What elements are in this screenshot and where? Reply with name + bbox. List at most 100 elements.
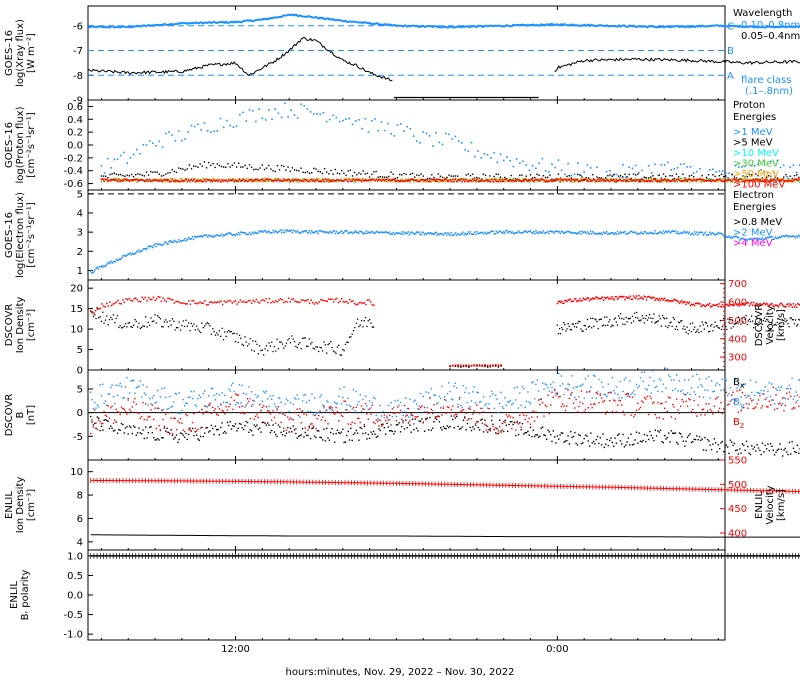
series-density-point xyxy=(680,320,682,322)
series-by-point xyxy=(441,385,443,387)
series-proton-1mev-point xyxy=(174,139,177,142)
series-electron-2mev-point xyxy=(646,232,649,235)
series-by-point xyxy=(394,400,396,402)
series-proton-5mev-point xyxy=(585,176,587,179)
series-electron-2mev-point xyxy=(407,231,409,233)
series-electron-2mev-point xyxy=(197,235,199,238)
series-electron-2mev-point xyxy=(338,231,341,234)
series-proton-1mev-point xyxy=(448,133,450,136)
series-bx-point xyxy=(338,431,340,434)
series-bx-point xyxy=(100,425,103,427)
series-electron-2mev-point xyxy=(459,234,461,236)
series-density-point xyxy=(651,321,653,323)
series-proton-100mev-point xyxy=(764,179,766,181)
series-electron-2mev-point xyxy=(165,241,167,243)
series-electron-2mev-point xyxy=(484,231,487,233)
series-bx-point xyxy=(331,428,333,430)
series-by-point xyxy=(672,389,674,392)
series-by-point xyxy=(269,395,272,397)
series-density-point xyxy=(720,328,723,331)
series-proton-100mev-point xyxy=(241,179,243,181)
series-proton-5mev-point xyxy=(360,173,362,175)
series-velocity-point xyxy=(691,303,694,306)
series-proton-30mev-point xyxy=(124,180,127,182)
series-velocity-point xyxy=(681,299,683,302)
series-velocity-point xyxy=(674,299,677,301)
series-by-point xyxy=(621,397,623,399)
series-proton-50mev-point xyxy=(696,181,698,183)
series-density-point xyxy=(489,366,492,368)
series-by-point xyxy=(736,387,738,389)
series-velocity-point xyxy=(304,300,306,302)
series-electron-2mev-point xyxy=(765,237,768,239)
series-proton-50mev-point xyxy=(699,181,701,183)
series-velocity-point xyxy=(563,302,565,304)
series-bx-point xyxy=(187,433,190,436)
series-proton-1mev-point xyxy=(792,164,795,166)
series-proton-100mev-point xyxy=(496,180,498,183)
series-proton-30mev-point xyxy=(610,177,613,180)
series-proton-100mev-point xyxy=(425,179,427,181)
series-electron-2mev-point xyxy=(786,234,788,237)
series-proton-50mev-point xyxy=(369,181,371,183)
series-velocity-point xyxy=(89,310,92,313)
series-proton-100mev-point xyxy=(279,179,281,182)
series-proton-1mev-point xyxy=(271,118,273,120)
series-electron-2mev-point xyxy=(637,232,639,235)
series-proton-100mev-point xyxy=(511,180,513,182)
series-by-point xyxy=(323,407,325,409)
series-density-point xyxy=(603,316,606,318)
series-density-point xyxy=(124,323,127,325)
series-by-point xyxy=(769,395,772,398)
series-bx-point xyxy=(218,434,221,436)
series-proton-30mev-point xyxy=(250,181,252,183)
series-proton-50mev-point xyxy=(216,178,218,180)
series-by-point xyxy=(677,390,679,392)
series-bx-point xyxy=(366,438,368,440)
series-proton-50mev-point xyxy=(388,181,391,183)
series-density-point xyxy=(588,325,591,327)
series-electron-2mev-point xyxy=(286,229,288,231)
series-proton-100mev-point xyxy=(270,179,273,182)
series-electron-2mev-point xyxy=(798,234,800,237)
series-by-point xyxy=(242,392,245,394)
series-proton-1mev-point xyxy=(190,124,193,127)
series-velocity-point xyxy=(215,301,217,304)
series-density-point xyxy=(110,316,112,319)
series-electron-2mev-point xyxy=(434,232,436,234)
series-proton-1mev-point xyxy=(782,164,785,166)
series-density-point xyxy=(468,366,470,368)
series-proton-100mev-point xyxy=(771,179,773,182)
series-by-point xyxy=(202,392,204,395)
series-proton-50mev-point xyxy=(783,178,785,180)
series-proton-100mev-point xyxy=(781,178,784,181)
series-proton-100mev-point xyxy=(537,178,540,181)
series-by-point xyxy=(382,410,384,413)
series-proton-5mev-point xyxy=(220,165,223,168)
series-electron-2mev-point xyxy=(735,235,738,238)
series-velocity-point xyxy=(678,302,681,305)
series-electron-2mev-point xyxy=(733,235,736,238)
series-proton-100mev-point xyxy=(734,179,737,181)
series-electron-2mev-point xyxy=(633,231,636,233)
series-by-point xyxy=(430,387,432,390)
series-proton-1mev-point xyxy=(734,164,737,167)
series-proton-5mev-point xyxy=(557,173,560,175)
series-proton-5mev-point xyxy=(210,164,212,167)
series-by-point xyxy=(308,399,310,402)
series-bx-point xyxy=(248,431,250,433)
right-axis-label: [km/s] xyxy=(776,309,787,341)
series-density-point xyxy=(213,330,215,333)
series-by-point xyxy=(226,401,229,404)
series-proton-100mev-point xyxy=(299,179,301,181)
series-by-point xyxy=(655,385,658,388)
series-velocity-point xyxy=(627,296,629,299)
series-bx-point xyxy=(151,432,154,434)
series-density-point xyxy=(660,325,663,327)
series-proton-5mev-point xyxy=(738,178,740,181)
series-by-point xyxy=(359,394,361,396)
series-bx-point xyxy=(195,434,198,436)
series-velocity-point xyxy=(669,300,671,302)
series-electron-2mev-point xyxy=(527,230,530,233)
series-proton-5mev-point xyxy=(765,176,768,178)
